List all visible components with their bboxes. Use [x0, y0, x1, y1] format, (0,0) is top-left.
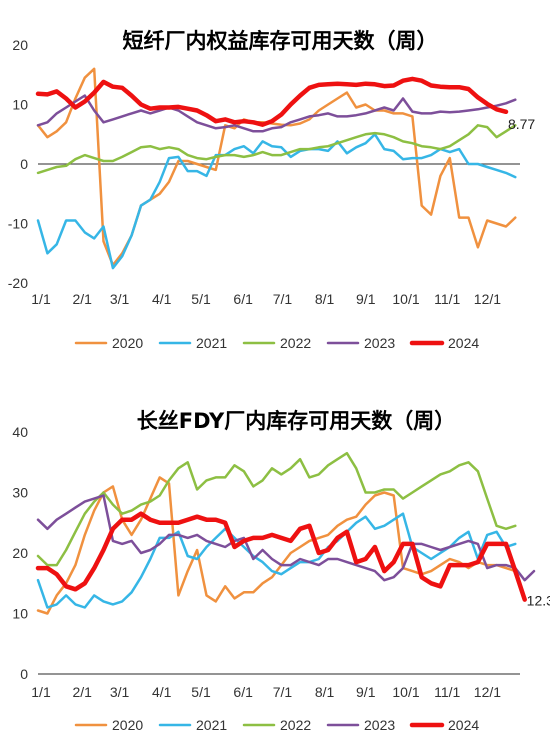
series-line-2020	[36, 476, 517, 615]
y-tick-label: 10	[12, 97, 28, 113]
x-tick-label: 11/1	[434, 291, 460, 307]
y-tick-label: 0	[20, 666, 28, 682]
legend-item-2024: 2024	[409, 717, 479, 733]
x-tick-label: 4/1	[152, 291, 172, 307]
series-line-2024	[35, 511, 527, 602]
legend-label: 2020	[112, 717, 143, 733]
x-tick-label: 3/1	[110, 684, 130, 700]
legend-label: 2022	[280, 717, 311, 733]
series-line-2020	[36, 67, 517, 267]
series-line-2022	[36, 451, 517, 567]
x-tick-label: 12/1	[474, 684, 501, 700]
legend-label: 2021	[196, 335, 227, 351]
x-tick-label: 7/1	[273, 684, 293, 700]
legend-item-2022: 2022	[242, 717, 311, 733]
x-tick-label: 8/1	[315, 291, 335, 307]
legend-label: 2024	[448, 717, 479, 733]
end-value-label: 8.77	[508, 116, 535, 132]
series-line-2023	[36, 94, 517, 133]
y-tick-label: -10	[8, 216, 28, 232]
x-tick-label: 8/1	[315, 684, 335, 700]
chart-title: 短纤厂内权益库存可用天数（周）	[123, 29, 438, 53]
x-tick-label: 9/1	[356, 291, 376, 307]
series-line-2022	[36, 124, 517, 175]
legend-label: 2020	[112, 335, 143, 351]
series-line-2021	[36, 133, 517, 270]
legend-item-2020: 2020	[74, 717, 143, 733]
x-tick-label: 2/1	[72, 684, 92, 700]
legend-item-2021: 2021	[158, 335, 227, 351]
x-tick-label: 4/1	[152, 684, 172, 700]
x-tick-label: 7/1	[273, 291, 293, 307]
series-line-2023	[36, 494, 536, 582]
legend-label: 2024	[448, 335, 479, 351]
legend-item-2023: 2023	[326, 717, 395, 733]
legend-item-2021: 2021	[158, 717, 227, 733]
x-tick-label: 6/1	[233, 684, 253, 700]
legend-item-2024: 2024	[409, 335, 479, 351]
chart-2: 长丝FDY厂内库存可用天数（周） 0 10 20 30 40 1/1 2/1 3/1 4/1 5/1…	[12, 409, 550, 733]
legend-item-2023: 2023	[326, 335, 395, 351]
y-tick-label: 10	[12, 606, 28, 622]
y-tick-label: 20	[12, 37, 28, 53]
series-line-2024	[35, 76, 509, 127]
x-tick-label: 3/1	[110, 291, 130, 307]
y-tick-label: 20	[12, 545, 28, 561]
legend-item-2020: 2020	[74, 335, 143, 351]
x-tick-label: 2/1	[72, 291, 92, 307]
x-tick-label: 1/1	[31, 684, 51, 700]
x-tick-label: 12/1	[474, 291, 501, 307]
x-tick-label: 1/1	[31, 291, 51, 307]
chart-1: 短纤厂内权益库存可用天数（周） -20 -10 0 10 20 1/1 2/1 3/1 4/1 5/…	[8, 29, 536, 351]
x-tick-label: 9/1	[356, 684, 376, 700]
legend-label: 2023	[364, 717, 395, 733]
x-tick-label: 11/1	[434, 684, 460, 700]
end-value-label: 12.3	[527, 593, 550, 609]
x-tick-label: 5/1	[191, 684, 211, 700]
chart-title: 长丝FDY厂内库存可用天数（周）	[137, 409, 455, 433]
x-tick-label: 6/1	[233, 291, 253, 307]
x-tick-label: 10/1	[392, 291, 419, 307]
y-tick-label: 40	[12, 424, 28, 440]
x-tick-label: 5/1	[191, 291, 211, 307]
x-tick-label: 10/1	[392, 684, 419, 700]
series-line-2021	[36, 512, 517, 609]
legend-label: 2022	[280, 335, 311, 351]
y-tick-label: 0	[20, 156, 28, 172]
legend-item-2022: 2022	[242, 335, 311, 351]
y-tick-label: 30	[12, 485, 28, 501]
y-tick-label: -20	[8, 275, 28, 291]
legend-label: 2021	[196, 717, 227, 733]
legend-label: 2023	[364, 335, 395, 351]
